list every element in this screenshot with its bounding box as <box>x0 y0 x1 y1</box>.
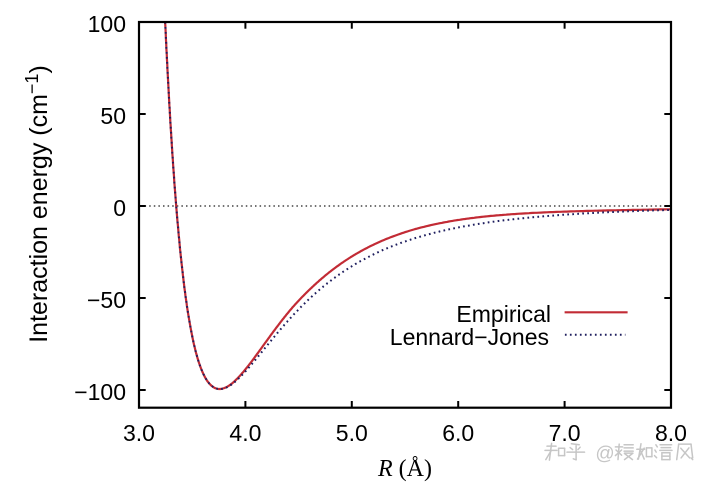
svg-text:8.0: 8.0 <box>655 420 687 446</box>
svg-text:@: @ <box>595 444 614 465</box>
svg-text:7.0: 7.0 <box>549 420 581 446</box>
svg-text:−50: −50 <box>87 287 126 313</box>
svg-text:4.0: 4.0 <box>229 420 261 446</box>
svg-text:5.0: 5.0 <box>336 420 368 446</box>
svg-text:100: 100 <box>88 11 126 37</box>
svg-text:Empirical: Empirical <box>456 301 551 327</box>
svg-text:Interaction energy (cm−1): Interaction energy (cm−1) <box>22 65 53 343</box>
svg-text:0: 0 <box>113 195 126 221</box>
svg-text:Lennard−Jones: Lennard−Jones <box>390 324 549 350</box>
svg-text:3.0: 3.0 <box>123 420 155 446</box>
svg-text:6.0: 6.0 <box>442 420 474 446</box>
svg-text:R (Å): R (Å) <box>377 456 432 482</box>
svg-text:−100: −100 <box>74 379 126 405</box>
svg-text:50: 50 <box>100 103 126 129</box>
